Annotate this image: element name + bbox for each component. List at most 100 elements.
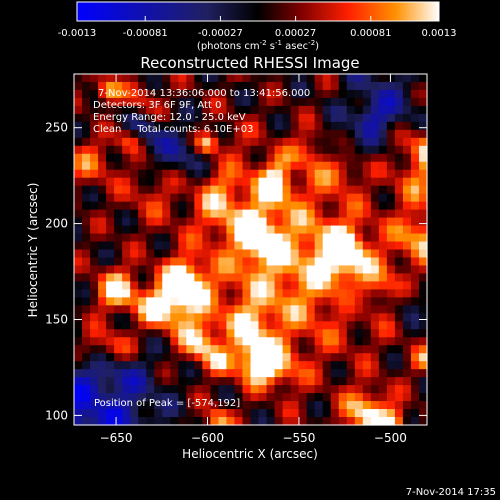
heatmap-cell: [362, 97, 372, 107]
heatmap-cell: [354, 145, 364, 155]
colorbar-tick-label: 0.0013: [422, 28, 457, 39]
heatmap-cell: [250, 337, 260, 346]
heatmap-cell: [154, 345, 163, 354]
heatmap-cell: [274, 225, 284, 235]
heatmap-cell: [370, 241, 380, 251]
heatmap-cell: [82, 145, 91, 155]
heatmap-cell: [306, 409, 316, 418]
heatmap-cell: [186, 217, 195, 227]
heatmap-cell: [194, 145, 203, 155]
heatmap-cell: [202, 185, 211, 195]
heatmap-cell: [114, 177, 123, 187]
heatmap-cell: [394, 329, 404, 338]
heatmap-cell: [314, 289, 324, 298]
heatmap-cell: [338, 89, 348, 99]
heatmap-cell: [130, 193, 139, 203]
heatmap-cell: [146, 337, 155, 346]
heatmap-cell: [290, 113, 300, 123]
heatmap-cell: [178, 153, 187, 163]
heatmap-cell: [194, 313, 203, 322]
heatmap-cell: [242, 201, 252, 211]
heatmap-cell: [274, 129, 284, 139]
heatmap-cell: [266, 137, 276, 147]
heatmap-cell: [90, 409, 99, 418]
heatmap-cell: [386, 313, 396, 322]
heatmap-cell: [194, 74, 203, 83]
heatmap-cell: [170, 74, 179, 83]
heatmap-cell: [114, 417, 123, 426]
heatmap-cell: [298, 393, 308, 402]
heatmap-cell: [170, 105, 179, 115]
heatmap-cell: [338, 105, 348, 115]
heatmap-cell: [386, 249, 396, 259]
heatmap-cell: [378, 329, 388, 338]
heatmap-cell: [346, 393, 356, 402]
heatmap-cell: [298, 361, 308, 370]
heatmap-cell: [274, 305, 284, 314]
heatmap-cell: [330, 193, 340, 203]
heatmap-cell: [146, 81, 155, 91]
heatmap-cell: [194, 241, 203, 251]
heatmap-cell: [74, 153, 83, 163]
heatmap-cell: [82, 249, 91, 259]
heatmap-cell: [122, 393, 131, 402]
heatmap-cell: [162, 297, 171, 306]
heatmap-cell: [218, 393, 228, 402]
heatmap-cell: [402, 129, 412, 139]
heatmap-cell: [330, 409, 340, 418]
heatmap-cell: [90, 401, 99, 410]
heatmap-cell: [338, 121, 348, 131]
heatmap-cell: [106, 337, 115, 346]
heatmap-cell: [402, 97, 412, 107]
heatmap-cell: [282, 97, 292, 107]
heatmap-cell: [354, 209, 364, 219]
heatmap-cell: [354, 409, 364, 418]
heatmap-cell: [202, 177, 211, 187]
heatmap-cell: [370, 321, 380, 330]
heatmap-cell: [418, 161, 428, 171]
heatmap-cell: [386, 201, 396, 211]
heatmap-cell: [82, 337, 91, 346]
heatmap-cell: [242, 193, 252, 203]
heatmap-cell: [266, 257, 276, 267]
heatmap-cell: [282, 361, 292, 370]
heatmap-cell: [226, 177, 236, 187]
heatmap-cell: [106, 89, 115, 99]
heatmap-cell: [170, 273, 179, 283]
heatmap-cell: [218, 273, 228, 283]
heatmap-cell: [386, 121, 396, 131]
heatmap-cell: [250, 97, 260, 107]
heatmap-cell: [162, 249, 171, 259]
heatmap-cell: [330, 145, 340, 155]
heatmap-cell: [122, 169, 131, 179]
heatmap-cell: [306, 257, 316, 267]
heatmap-cell: [314, 345, 324, 354]
heatmap-cell: [306, 305, 316, 314]
heatmap-cell: [226, 81, 236, 91]
heatmap-cell: [322, 321, 332, 330]
heatmap-cell: [250, 313, 260, 322]
heatmap-cell: [98, 273, 107, 283]
heatmap-cell: [362, 145, 372, 155]
heatmap-cell: [394, 265, 404, 275]
heatmap-cell: [202, 377, 211, 386]
heatmap-cell: [138, 401, 147, 410]
heatmap-cell: [362, 369, 372, 378]
heatmap-cell: [210, 297, 220, 306]
heatmap-cell: [226, 97, 236, 107]
x-tick-label: −550: [282, 431, 315, 445]
heatmap-cell: [314, 321, 324, 330]
heatmap-cell: [378, 249, 388, 259]
heatmap-cell: [130, 233, 139, 243]
heatmap-cell: [266, 105, 276, 115]
heatmap-cell: [106, 409, 115, 418]
heatmap-cell: [210, 321, 220, 330]
heatmap-cell: [314, 385, 324, 394]
heatmap-cell: [242, 241, 252, 251]
heatmap-cell: [282, 169, 292, 179]
heatmap-cell: [274, 377, 284, 386]
heatmap-cell: [298, 233, 308, 243]
heatmap-cell: [250, 193, 260, 203]
heatmap-cell: [90, 97, 99, 107]
heatmap-cell: [98, 137, 107, 147]
